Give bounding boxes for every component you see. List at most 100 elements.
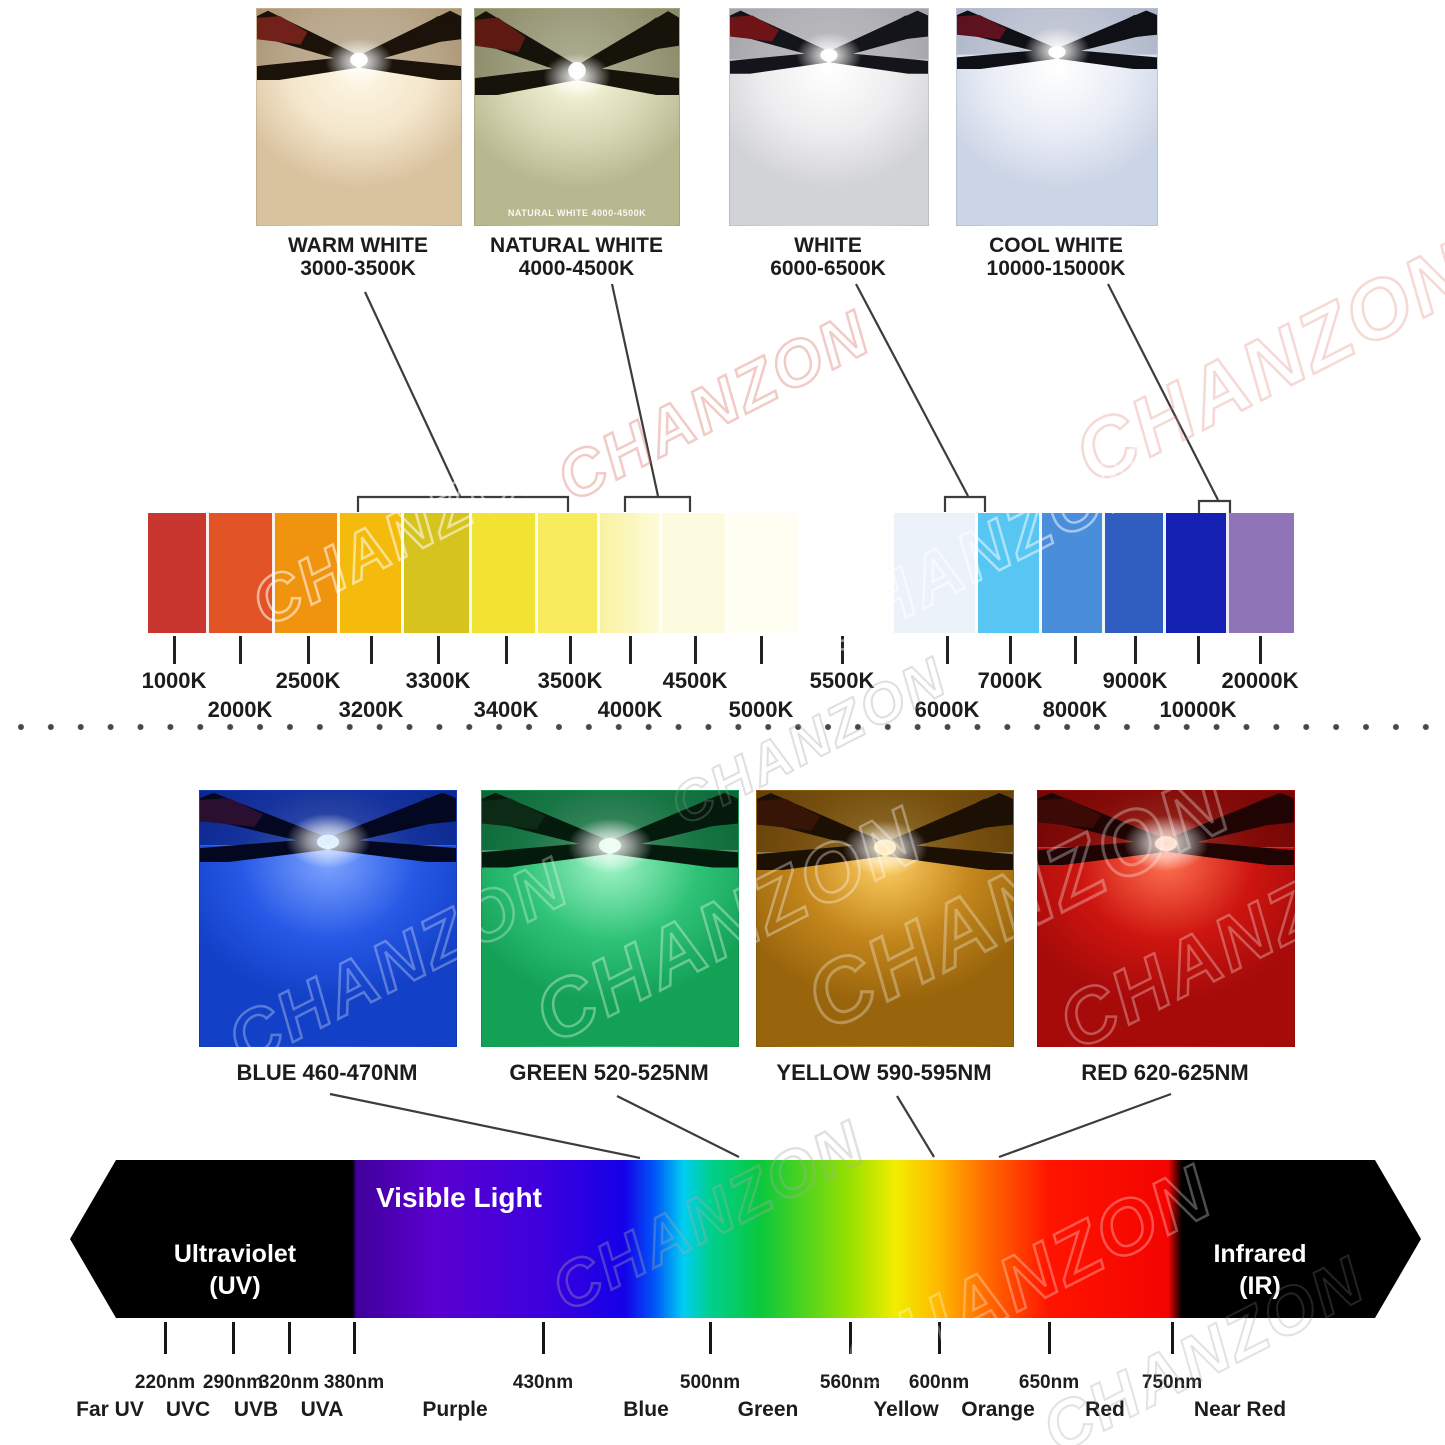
kelvin-tick-5500K: [841, 636, 844, 664]
wavelength-tick-290nm: [232, 1322, 235, 1354]
natural-white-bracket: [623, 495, 692, 512]
blue-led-photo: [199, 790, 457, 1047]
kelvin-tick-label: 1000K: [141, 668, 207, 693]
red-connector-line: [998, 1092, 1172, 1159]
kelvin-segment-3500K: [538, 513, 600, 633]
photo-title: GREEN 520-525NM: [509, 1060, 709, 1085]
kelvin-segment-5500K: [801, 513, 894, 633]
kelvin-tick-20000K: [1259, 636, 1262, 664]
white-bracket: [943, 495, 987, 512]
natural-white-photo-card: NATURAL WHITE 4000-4500K NATURAL WHITE 4…: [474, 8, 680, 280]
kelvin-segment-3200K: [340, 513, 404, 633]
green-led-photo: [481, 790, 739, 1047]
kelvin-tick-3300K: [437, 636, 440, 664]
warm-white-photo-card: WARM WHITE 3000-3500K: [256, 8, 462, 280]
spectrum-band-label: Near Red: [1193, 1398, 1287, 1421]
kelvin-segment-2000K: [209, 513, 275, 633]
spectrum-band-label: UVA: [300, 1398, 344, 1421]
green-connector-line: [616, 1095, 740, 1158]
led-glow: [530, 44, 624, 110]
white-led-photo: [729, 8, 929, 226]
cool-white-led-photo: [956, 8, 1158, 226]
led-glow: [1011, 18, 1103, 84]
photo-kelvin-range: 3000-3500K: [300, 257, 416, 280]
kelvin-tick-3200K: [370, 636, 373, 664]
warm-white-led-photo: [256, 8, 462, 226]
white-connector-line: [855, 283, 969, 497]
photo-title: BLUE 460-470NM: [236, 1060, 418, 1085]
photo-title: RED 620-625NM: [1081, 1060, 1249, 1085]
photo-kelvin-range: 6000-6500K: [770, 257, 886, 280]
yellow-connector-line: [896, 1095, 935, 1158]
wavelength-tick-500nm: [709, 1322, 712, 1354]
kelvin-tick-label: 7000K: [977, 668, 1043, 693]
green-photo-card: GREEN 520-525NM: [481, 790, 739, 1085]
led-glow: [783, 23, 875, 88]
wavelength-tick-label: 560nm: [819, 1372, 881, 1393]
led-glow: [312, 29, 406, 95]
kelvin-segment-6000K: [894, 513, 978, 633]
kelvin-tick-label: 6000K: [914, 697, 980, 722]
photo-embedded-note: NATURAL WHITE 4000-4500K: [507, 208, 647, 218]
kelvin-tick-10000K: [1197, 636, 1200, 664]
yellow-led-photo: [756, 790, 1014, 1047]
yellow-photo-card: YELLOW 590-595NM: [756, 790, 1014, 1085]
red-led-photo: [1037, 790, 1295, 1047]
led-glow: [1107, 805, 1225, 882]
wavelength-tick-label: 600nm: [908, 1372, 970, 1393]
kelvin-tick-label: 9000K: [1102, 668, 1168, 693]
led-glow: [551, 807, 669, 885]
photo-title: COOL WHITE: [989, 234, 1123, 257]
white-photo-card: WHITE 6000-6500K: [729, 8, 929, 280]
wavelength-tick-label: 320nm: [258, 1372, 320, 1393]
wavelength-spectrum-bar: Ultraviolet (UV) Visible Light Infrared …: [70, 1160, 1421, 1318]
kelvin-tick-5000K: [760, 636, 763, 664]
photo-title: YELLOW 590-595NM: [776, 1060, 992, 1085]
led-glow: [269, 802, 387, 879]
spectrum-band-label: Orange: [961, 1398, 1035, 1421]
spectrum-band-label: UVB: [233, 1398, 279, 1421]
red-photo-card: RED 620-625NM: [1037, 790, 1295, 1085]
spectrum-band-label: Green: [737, 1398, 799, 1421]
wavelength-tick-label: 500nm: [679, 1372, 741, 1393]
kelvin-segment-8000K: [1042, 513, 1105, 633]
brand-watermark: CHANZON: [544, 295, 883, 516]
wavelength-tick-600nm: [938, 1322, 941, 1354]
wavelength-tick-380nm: [353, 1322, 356, 1354]
wavelength-tick-750nm: [1171, 1322, 1174, 1354]
kelvin-segment-4500K: [662, 513, 728, 633]
wavelength-tick-label: 290nm: [202, 1372, 264, 1393]
kelvin-tick-label: 4000K: [597, 697, 663, 722]
kelvin-tick-label: 4500K: [662, 668, 728, 693]
wavelength-tick-label: 430nm: [512, 1372, 574, 1393]
kelvin-tick-1000K: [173, 636, 176, 664]
spectrum-band-label: Red: [1085, 1398, 1125, 1421]
dotted-separator: [6, 721, 1440, 733]
kelvin-tick-label: 8000K: [1042, 697, 1108, 722]
kelvin-tick-label: 20000K: [1221, 668, 1299, 693]
kelvin-segment-10000K: [1166, 513, 1229, 633]
kelvin-tick-6000K: [946, 636, 949, 664]
natural-white-led-photo: NATURAL WHITE 4000-4500K: [474, 8, 680, 226]
cool-white-photo-card: COOL WHITE 10000-15000K: [956, 8, 1158, 280]
kelvin-tick-label: 2500K: [275, 668, 341, 693]
kelvin-segment-9000K: [1105, 513, 1166, 633]
ultraviolet-label: Ultraviolet (UV): [173, 1240, 297, 1300]
wavelength-tick-label: 750nm: [1141, 1372, 1203, 1393]
photo-title: WARM WHITE: [288, 234, 428, 257]
blue-connector-line: [329, 1092, 641, 1160]
kelvin-tick-label: 2000K: [207, 697, 273, 722]
kelvin-tick-4500K: [694, 636, 697, 664]
kelvin-tick-3500K: [569, 636, 572, 664]
wavelength-tick-label: 220nm: [134, 1372, 196, 1393]
spectrum-band-label: Purple: [422, 1398, 488, 1421]
spectrum-band-label: Far UV: [76, 1398, 144, 1421]
spectrum-band-label: Blue: [623, 1398, 669, 1421]
kelvin-segment-7000K: [978, 513, 1042, 633]
kelvin-tick-label: 3200K: [338, 697, 404, 722]
wavelength-tick-650nm: [1048, 1322, 1051, 1354]
kelvin-segment-5000K: [728, 513, 801, 633]
wavelength-tick-220nm: [164, 1322, 167, 1354]
wavelength-tick-430nm: [542, 1322, 545, 1354]
infrared-label: Infrared (IR): [1213, 1240, 1307, 1300]
